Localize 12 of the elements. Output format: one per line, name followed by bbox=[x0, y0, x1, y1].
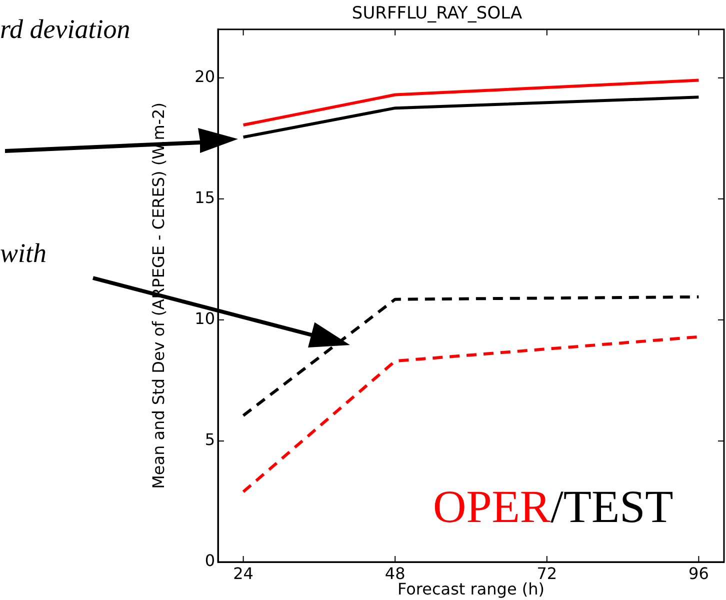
text: with bbox=[0, 238, 47, 269]
text: rd deviation bbox=[0, 14, 130, 45]
annotation: /TEST bbox=[550, 481, 674, 532]
chart-title: SURFFLU_RAY_SOLA bbox=[352, 4, 522, 24]
y-tick-label: 0 bbox=[204, 551, 215, 570]
y-tick-label: 10 bbox=[194, 309, 215, 328]
annotation: OPER bbox=[433, 481, 551, 532]
x-tick-label: 96 bbox=[688, 564, 709, 583]
x-tick-label: 24 bbox=[233, 564, 254, 583]
y-tick-label: 15 bbox=[194, 188, 215, 208]
y-tick-label: 20 bbox=[194, 66, 215, 86]
y-tick-label: 5 bbox=[204, 430, 215, 450]
